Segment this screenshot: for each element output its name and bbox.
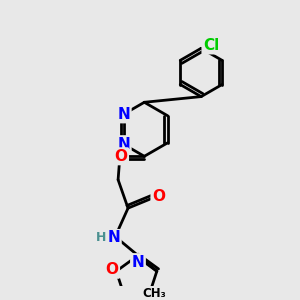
Text: N: N [132,255,144,270]
Text: N: N [107,230,120,245]
Text: H: H [96,232,106,244]
Text: N: N [117,107,130,122]
Text: N: N [117,137,130,152]
Text: CH₃: CH₃ [142,287,166,300]
Text: O: O [152,189,165,204]
Text: O: O [115,149,128,164]
Text: O: O [106,262,118,277]
Text: Cl: Cl [203,38,219,53]
